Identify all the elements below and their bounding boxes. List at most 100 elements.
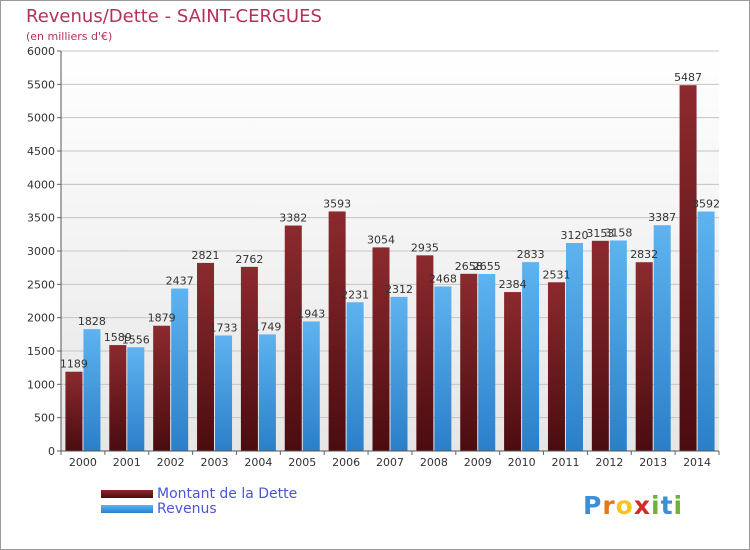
debt-value-label: 2658: [455, 260, 483, 273]
debt-bar: [65, 371, 83, 451]
revenus-value-label: 2231: [341, 288, 369, 301]
debt-bar: [591, 240, 609, 451]
x-tick-label: 2013: [639, 456, 667, 469]
x-tick-label: 2009: [464, 456, 492, 469]
x-tick-label: 2007: [376, 456, 404, 469]
revenus-value-label: 2468: [429, 272, 457, 285]
revenus-bar: [522, 262, 540, 451]
legend-label-revenus: Revenus: [157, 501, 217, 517]
y-tick-label: 1000: [27, 378, 55, 391]
revenus-bar: [171, 288, 189, 451]
logo-letter: x: [633, 491, 651, 520]
x-tick-label: 2004: [244, 456, 272, 469]
revenus-bar: [697, 211, 715, 451]
y-tick-label: 3500: [27, 212, 55, 225]
revenus-value-label: 3592: [692, 198, 720, 211]
debt-value-label: 3054: [367, 233, 395, 246]
logo-letter: t: [660, 491, 674, 520]
y-tick-label: 0: [48, 445, 55, 458]
debt-value-label: 3153: [586, 227, 614, 240]
x-tick-label: 2010: [508, 456, 536, 469]
revenus-bar: [478, 274, 496, 451]
debt-bar: [372, 247, 390, 451]
revenus-value-label: 2655: [473, 260, 501, 273]
y-tick-label: 4500: [27, 145, 55, 158]
y-tick-label: 1500: [27, 345, 55, 358]
logo-letter: o: [615, 491, 634, 520]
y-tick-label: 3000: [27, 245, 55, 258]
y-tick-label: 2000: [27, 312, 55, 325]
debt-bar: [504, 292, 522, 451]
y-tick-label: 6000: [27, 45, 55, 58]
revenus-value-label: 2833: [517, 248, 545, 261]
legend-label-debt: Montant de la Dette: [157, 486, 298, 502]
legend-swatch-debt: [101, 490, 153, 498]
debt-value-label: 2821: [192, 249, 220, 262]
chart-title: Revenus/Dette - SAINT-CERGUES: [26, 6, 322, 27]
logo-letter: r: [602, 491, 616, 520]
revenus-bar: [565, 243, 583, 451]
revenus-bar: [390, 296, 408, 451]
revenus-value-label: 1556: [122, 333, 150, 346]
legend-swatch-revenus: [101, 505, 153, 513]
revenus-bar: [434, 286, 452, 451]
debt-value-label: 2531: [542, 268, 570, 281]
x-tick-label: 2001: [113, 456, 141, 469]
debt-bar: [240, 266, 258, 451]
debt-bar: [547, 282, 565, 451]
revenus-value-label: 2312: [385, 283, 413, 296]
debt-value-label: 3382: [279, 212, 307, 225]
debt-value-label: 2762: [235, 253, 263, 266]
revenus-value-label: 3120: [560, 229, 588, 242]
x-tick-label: 2011: [551, 456, 579, 469]
revenus-bar: [653, 225, 671, 451]
x-tick-label: 2006: [332, 456, 360, 469]
debt-bar: [197, 262, 215, 451]
debt-value-label: 5487: [674, 71, 702, 84]
debt-bar: [416, 255, 434, 451]
x-tick-label: 2000: [69, 456, 97, 469]
revenus-value-label: 1943: [297, 307, 325, 320]
debt-bar: [635, 262, 653, 451]
revenus-bar: [215, 335, 233, 451]
x-tick-label: 2002: [157, 456, 185, 469]
debt-bar: [153, 325, 171, 451]
debt-value-label: 2384: [499, 278, 527, 291]
debt-value-label: 1589: [104, 331, 132, 344]
debt-bar: [460, 273, 478, 451]
x-tick-label: 2008: [420, 456, 448, 469]
revenus-value-label: 3387: [648, 211, 676, 224]
debt-bar: [328, 211, 346, 451]
proxiti-logo: Proxiti: [583, 491, 683, 520]
x-tick-label: 2005: [288, 456, 316, 469]
revenus-value-label: 1828: [78, 315, 106, 328]
debt-value-label: 2935: [411, 241, 439, 254]
debt-bar: [109, 345, 127, 451]
revenus-bar: [609, 240, 627, 451]
revenus-value-label: 1733: [210, 321, 238, 334]
revenus-value-label: 2437: [166, 275, 194, 288]
revenus-value-label: 1749: [253, 320, 281, 333]
logo-letter: i: [673, 491, 684, 520]
debt-value-label: 1879: [148, 312, 176, 325]
y-tick-label: 2500: [27, 278, 55, 291]
debt-value-label: 2832: [630, 248, 658, 261]
revenus-bar: [258, 334, 276, 451]
revenus-bar: [83, 329, 101, 451]
revenus-bar: [127, 347, 145, 451]
revenus-value-label: 3158: [604, 226, 632, 239]
logo-letter: i: [651, 491, 661, 520]
chart-subtitle: (en milliers d'€): [26, 30, 113, 43]
y-tick-label: 5500: [27, 78, 55, 91]
debt-bar: [284, 225, 302, 451]
debt-value-label: 3593: [323, 197, 351, 210]
x-tick-label: 2003: [201, 456, 229, 469]
x-tick-label: 2012: [595, 456, 623, 469]
debt-value-label: 1189: [60, 358, 88, 371]
y-tick-label: 5000: [27, 112, 55, 125]
y-tick-label: 500: [34, 412, 55, 425]
debt-bar: [679, 85, 697, 451]
y-tick-label: 4000: [27, 178, 55, 191]
